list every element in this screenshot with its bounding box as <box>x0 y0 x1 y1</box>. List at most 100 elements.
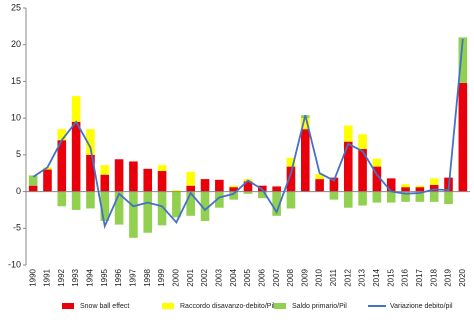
bar <box>71 96 81 122</box>
bar <box>43 167 52 170</box>
x-tick-label: 2019 <box>444 268 453 286</box>
bar <box>157 191 167 226</box>
x-tick-label: 1999 <box>157 268 166 286</box>
bar <box>300 118 310 130</box>
bar <box>129 161 138 192</box>
x-tick-label: 1998 <box>143 268 152 286</box>
x-tick-label: 2020 <box>458 268 467 286</box>
bar <box>429 184 439 192</box>
x-tick-label: 2009 <box>300 268 309 286</box>
bar <box>86 191 95 209</box>
bar <box>186 171 196 186</box>
bar <box>343 191 353 208</box>
legend-label: Variazione debito/pil <box>390 303 453 310</box>
x-tick-label: 2001 <box>186 268 195 286</box>
x-tick-label: 2003 <box>214 268 223 286</box>
bar <box>43 169 52 192</box>
bar <box>143 191 153 233</box>
y-tick-label: -5 <box>13 223 21 233</box>
y-tick-label: 5 <box>16 149 21 159</box>
x-tick-label: 2004 <box>229 268 238 286</box>
x-tick-label: 1997 <box>129 268 138 286</box>
bar <box>172 190 181 192</box>
bar <box>186 185 196 192</box>
bar <box>215 179 224 192</box>
bar <box>143 168 153 192</box>
bar <box>100 165 110 175</box>
bar <box>386 191 396 203</box>
x-tick-label: 2008 <box>286 268 295 286</box>
y-tick-label: 10 <box>11 113 21 123</box>
bar <box>71 191 81 210</box>
bar <box>215 191 224 208</box>
bar <box>358 134 367 149</box>
bar <box>200 179 210 192</box>
bar <box>286 157 296 167</box>
bar <box>358 191 367 206</box>
bar <box>286 191 296 209</box>
x-tick-label: 1993 <box>71 268 80 286</box>
bar <box>157 171 167 192</box>
bar <box>300 129 310 192</box>
bar <box>100 174 110 192</box>
bar <box>458 82 468 192</box>
bar <box>272 186 281 192</box>
bar <box>429 191 439 202</box>
bar <box>444 191 453 205</box>
bar <box>372 166 382 192</box>
legend-label: Saldo primario/Pil <box>292 303 347 310</box>
bar <box>329 191 339 200</box>
bar <box>372 158 382 167</box>
bar <box>229 185 238 188</box>
bar <box>229 191 238 200</box>
x-tick-label: 1991 <box>43 268 52 286</box>
y-tick-label: -10 <box>8 259 21 269</box>
bar <box>429 178 439 185</box>
x-tick-label: 2017 <box>415 268 424 286</box>
bar <box>458 37 468 83</box>
bar <box>415 191 425 202</box>
x-tick-label: 2011 <box>329 268 338 286</box>
bar <box>386 178 396 192</box>
bar <box>258 191 267 199</box>
x-tick-label: 2013 <box>358 268 367 286</box>
bar <box>401 191 410 202</box>
bar <box>329 177 339 192</box>
bar <box>401 184 410 188</box>
legend-label: Snow ball effect <box>80 303 129 310</box>
bar <box>114 191 124 225</box>
x-tick-label: 2014 <box>372 268 381 286</box>
bar <box>343 141 353 192</box>
line <box>32 38 464 230</box>
legend-swatch <box>274 303 286 309</box>
bar <box>186 191 196 216</box>
bar <box>86 154 95 192</box>
bar <box>243 181 253 192</box>
bar <box>415 187 425 192</box>
bar <box>172 191 181 218</box>
bar <box>343 125 353 142</box>
bar <box>358 148 367 192</box>
bar <box>243 191 253 194</box>
bar <box>315 179 324 192</box>
bar <box>114 159 124 192</box>
y-tick-label: 25 <box>11 2 21 12</box>
x-tick-label: 2006 <box>257 268 266 286</box>
bar <box>71 121 81 192</box>
bar <box>372 191 382 203</box>
bar <box>315 173 324 180</box>
bar <box>286 166 296 192</box>
bar <box>157 165 167 172</box>
bar <box>229 187 238 192</box>
x-tick-label: 2010 <box>315 268 324 286</box>
bar <box>401 187 410 192</box>
y-tick-label: 15 <box>11 76 21 86</box>
x-tick-label: 1995 <box>100 268 109 286</box>
bar <box>415 185 425 188</box>
legend-swatch <box>162 303 174 309</box>
x-tick-label: 2005 <box>243 268 252 286</box>
bar <box>28 185 38 192</box>
bar <box>129 191 138 238</box>
bar <box>86 129 95 155</box>
